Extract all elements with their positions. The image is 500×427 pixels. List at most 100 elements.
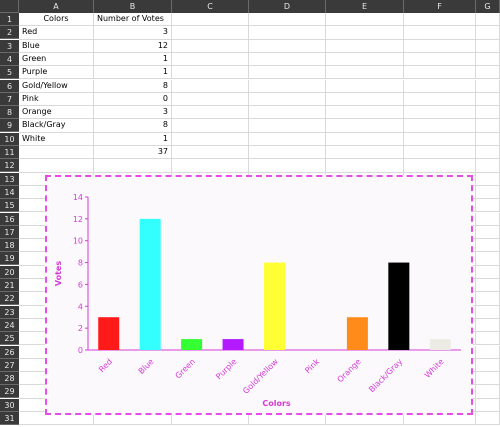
cell-g13[interactable] <box>476 172 500 186</box>
cell-d10[interactable] <box>249 132 326 146</box>
cell-g9[interactable] <box>476 119 500 133</box>
cell-a1[interactable]: Colors <box>19 13 94 27</box>
cell-a2[interactable]: Red <box>19 26 94 40</box>
row-header-28[interactable]: 28 <box>0 372 19 386</box>
cell-c2[interactable] <box>172 26 249 40</box>
row-header-18[interactable]: 18 <box>0 239 19 253</box>
row-header-8[interactable]: 8 <box>0 106 19 120</box>
cell-d11[interactable] <box>249 146 326 160</box>
cell-a10[interactable]: White <box>19 132 94 146</box>
row-header-11[interactable]: 11 <box>0 146 19 159</box>
cell-b12[interactable] <box>94 159 172 173</box>
cell-e9[interactable] <box>326 119 404 133</box>
cell-e8[interactable] <box>326 106 404 120</box>
cell-b10[interactable]: 1 <box>94 132 172 146</box>
cell-b7[interactable]: 0 <box>94 92 172 107</box>
cell-b9[interactable]: 8 <box>94 119 172 133</box>
cell-a5[interactable]: Purple <box>19 66 94 80</box>
cell-g26[interactable] <box>476 345 500 359</box>
cell-b4[interactable]: 1 <box>94 52 172 67</box>
row-header-13[interactable]: 13 <box>0 172 19 186</box>
cell-b11[interactable]: 37 <box>94 146 172 160</box>
row-header-9[interactable]: 9 <box>0 119 19 133</box>
select-all-corner[interactable] <box>0 0 19 13</box>
cell-c9[interactable] <box>172 119 249 133</box>
cell-d6[interactable] <box>249 79 326 93</box>
cell-g10[interactable] <box>476 132 500 146</box>
cell-e12[interactable] <box>326 159 404 173</box>
votes-chart[interactable]: 0 2 4 6 8 10 12 14 Red Blue Green Purple Gold/Yellow… <box>45 175 473 415</box>
cell-e5[interactable] <box>326 66 404 80</box>
row-header-3[interactable]: 3 <box>0 39 19 53</box>
cell-f7[interactable] <box>404 92 476 107</box>
cell-g21[interactable] <box>476 279 500 293</box>
cell-g27[interactable] <box>476 358 500 373</box>
cell-g1[interactable] <box>476 13 500 27</box>
cell-b6[interactable]: 8 <box>94 79 172 93</box>
cell-e1[interactable] <box>326 13 404 27</box>
cell-a11[interactable] <box>19 146 94 160</box>
row-header-5[interactable]: 5 <box>0 66 19 80</box>
cell-g28[interactable] <box>476 372 500 386</box>
cell-d7[interactable] <box>249 92 326 107</box>
row-header-21[interactable]: 21 <box>0 279 19 292</box>
row-header-26[interactable]: 26 <box>0 345 19 359</box>
cell-e6[interactable] <box>326 79 404 93</box>
cell-g11[interactable] <box>476 146 500 160</box>
cell-f3[interactable] <box>404 39 476 53</box>
row-header-17[interactable]: 17 <box>0 225 19 239</box>
cell-f9[interactable] <box>404 119 476 133</box>
cell-e2[interactable] <box>326 26 404 40</box>
cell-g20[interactable] <box>476 265 500 279</box>
cell-d8[interactable] <box>249 106 326 120</box>
cell-a8[interactable]: Orange <box>19 106 94 120</box>
cell-e10[interactable] <box>326 132 404 146</box>
row-header-12[interactable]: 12 <box>0 159 19 173</box>
row-header-23[interactable]: 23 <box>0 305 19 319</box>
cell-c10[interactable] <box>172 132 249 146</box>
cell-b8[interactable]: 3 <box>94 106 172 120</box>
cell-f1[interactable] <box>404 13 476 27</box>
cell-d9[interactable] <box>249 119 326 133</box>
column-header-a[interactable]: A <box>19 0 94 13</box>
row-header-25[interactable]: 25 <box>0 332 19 346</box>
row-header-10[interactable]: 10 <box>0 132 19 146</box>
cell-a12[interactable] <box>19 159 94 173</box>
row-header-6[interactable]: 6 <box>0 79 19 93</box>
row-header-22[interactable]: 22 <box>0 292 19 306</box>
cell-f11[interactable] <box>404 146 476 160</box>
cell-f12[interactable] <box>404 159 476 173</box>
cell-g18[interactable] <box>476 239 500 253</box>
cell-g19[interactable] <box>476 252 500 266</box>
row-header-27[interactable]: 27 <box>0 358 19 372</box>
cell-f10[interactable] <box>404 132 476 146</box>
cell-d31[interactable] <box>249 412 326 426</box>
cell-f8[interactable] <box>404 106 476 120</box>
cell-a9[interactable]: Black/Gray <box>19 119 94 133</box>
cell-f4[interactable] <box>404 52 476 67</box>
cell-g22[interactable] <box>476 292 500 306</box>
cell-c7[interactable] <box>172 92 249 107</box>
row-header-20[interactable]: 20 <box>0 265 19 279</box>
cell-a3[interactable]: Blue <box>19 39 94 53</box>
cell-e3[interactable] <box>326 39 404 53</box>
column-header-c[interactable]: C <box>172 0 249 13</box>
cell-a6[interactable]: Gold/Yellow <box>19 79 94 93</box>
row-header-19[interactable]: 19 <box>0 252 19 266</box>
row-header-24[interactable]: 24 <box>0 318 19 332</box>
cell-d12[interactable] <box>249 159 326 173</box>
cell-d1[interactable] <box>249 13 326 27</box>
cell-c4[interactable] <box>172 52 249 67</box>
cell-g16[interactable] <box>476 212 500 226</box>
cell-c3[interactable] <box>172 39 249 53</box>
cell-g12[interactable] <box>476 159 500 173</box>
cell-g31[interactable] <box>476 412 500 426</box>
cell-c5[interactable] <box>172 66 249 80</box>
cell-g14[interactable] <box>476 185 500 200</box>
cell-a7[interactable]: Pink <box>19 92 94 107</box>
cell-c11[interactable] <box>172 146 249 160</box>
cell-d4[interactable] <box>249 52 326 67</box>
cell-e7[interactable] <box>326 92 404 107</box>
cell-g3[interactable] <box>476 39 500 53</box>
column-header-b[interactable]: B <box>94 0 172 13</box>
